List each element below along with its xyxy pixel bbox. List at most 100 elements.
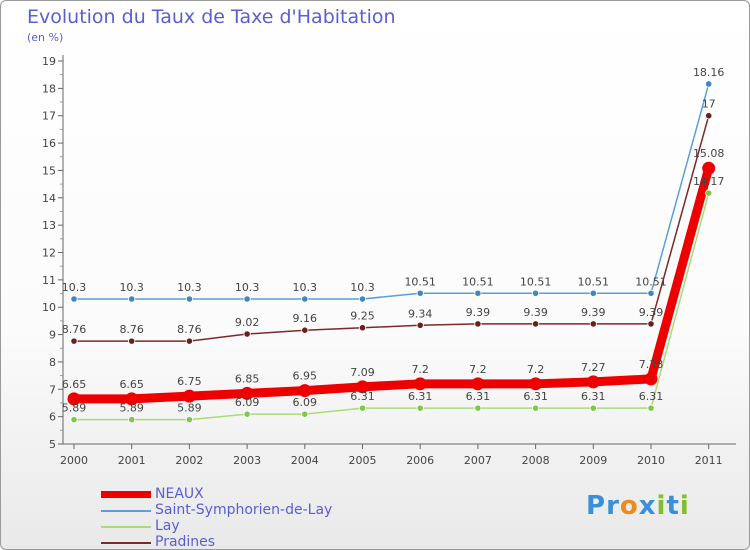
data-point-lay (589, 404, 597, 412)
data-label-neaux: 6.75 (177, 375, 202, 388)
data-point-neaux (413, 377, 427, 391)
data-point-pradines (589, 320, 597, 328)
logo-letter: x (638, 491, 657, 521)
data-point-saint-symphorien-de-lay (474, 289, 482, 297)
y-tick-label: 12 (42, 247, 56, 260)
data-label-saint-symphorien-de-lay: 10.51 (635, 275, 667, 288)
data-label-neaux: 7.2 (527, 363, 545, 376)
data-label-lay: 5.89 (62, 402, 87, 415)
series-line-saint-symphorien-de-lay (74, 83, 710, 300)
data-point-saint-symphorien-de-lay (185, 295, 193, 303)
data-label-pradines: 8.76 (119, 323, 144, 336)
data-point-lay (705, 189, 713, 197)
y-tick-label: 5 (49, 438, 56, 451)
data-label-saint-symphorien-de-lay: 10.51 (404, 275, 436, 288)
data-point-neaux (182, 389, 196, 403)
logo-letter: i (679, 491, 690, 521)
data-point-saint-symphorien-de-lay (416, 289, 424, 297)
data-point-saint-symphorien-de-lay (70, 295, 78, 303)
data-label-neaux: 6.95 (293, 370, 318, 383)
data-label-pradines: 9.39 (523, 306, 548, 319)
data-point-neaux (240, 386, 254, 400)
y-tick-label: 13 (42, 219, 56, 232)
data-point-saint-symphorien-de-lay (705, 80, 713, 88)
data-label-saint-symphorien-de-lay: 10.3 (177, 281, 202, 294)
legend-swatch-lay (101, 526, 151, 528)
data-label-pradines: 9.02 (235, 316, 260, 329)
data-point-saint-symphorien-de-lay (589, 289, 597, 297)
data-label-saint-symphorien-de-lay: 10.51 (578, 275, 610, 288)
data-label-pradines: 9.39 (639, 306, 664, 319)
data-label-neaux: 7.2 (469, 363, 487, 376)
data-label-neaux: 7.38 (639, 358, 664, 371)
data-label-neaux: 7.09 (350, 366, 375, 379)
x-tick-label: 2001 (118, 454, 146, 467)
data-label-saint-symphorien-de-lay: 10.3 (119, 281, 144, 294)
data-point-lay (70, 416, 78, 424)
legend-label-pradines: Pradines (155, 534, 216, 550)
legend-label-saint-symphorien: Saint-Symphorien-de-Lay (155, 502, 333, 518)
data-point-saint-symphorien-de-lay (128, 295, 136, 303)
data-point-pradines (358, 324, 367, 332)
x-tick-label: 2011 (695, 454, 723, 467)
data-point-pradines (474, 320, 482, 328)
data-point-lay (647, 404, 655, 412)
y-tick-label: 14 (42, 192, 56, 205)
logo-letter: o (619, 491, 639, 521)
logo-letter: t (666, 491, 680, 521)
x-tick-label: 2000 (60, 454, 88, 467)
data-point-saint-symphorien-de-lay (243, 295, 251, 303)
data-point-neaux (586, 375, 600, 389)
data-label-lay: 5.89 (177, 402, 202, 415)
y-tick-label: 18 (42, 82, 56, 95)
proxiti-logo: Proxiti (586, 491, 690, 521)
data-label-pradines: 9.16 (293, 312, 318, 325)
data-label-neaux: 6.65 (119, 378, 144, 391)
data-label-neaux: 7.27 (581, 361, 606, 374)
data-point-saint-symphorien-de-lay (531, 289, 540, 297)
y-tick-label: 10 (42, 301, 56, 314)
data-label-pradines: 8.76 (62, 323, 87, 336)
data-point-saint-symphorien-de-lay (647, 289, 655, 297)
x-tick-label: 2008 (522, 454, 550, 467)
y-tick-label: 8 (49, 356, 56, 369)
data-point-lay (243, 410, 251, 418)
data-label-pradines: 9.39 (581, 306, 606, 319)
x-tick-label: 2004 (291, 454, 319, 467)
logo-letter: i (656, 491, 667, 521)
data-point-lay (301, 410, 309, 418)
data-point-neaux (702, 161, 716, 175)
data-point-pradines (416, 321, 424, 329)
data-label-pradines: 9.25 (350, 310, 375, 323)
series-line-lay (74, 192, 710, 421)
data-point-neaux (67, 392, 81, 406)
data-point-lay (128, 416, 136, 424)
data-point-pradines (243, 330, 251, 338)
x-tick-label: 2002 (175, 454, 203, 467)
data-label-saint-symphorien-de-lay: 10.3 (235, 281, 260, 294)
legend-label-lay: Lay (155, 518, 180, 534)
x-tick-label: 2003 (233, 454, 261, 467)
data-label-pradines: 17 (702, 98, 716, 111)
data-label-lay: 6.31 (581, 390, 606, 403)
y-tick-label: 19 (42, 55, 56, 68)
x-tick-label: 2010 (637, 454, 665, 467)
data-point-pradines (70, 337, 78, 345)
y-tick-label: 11 (42, 274, 56, 287)
data-point-lay (358, 404, 367, 412)
data-point-neaux (471, 377, 485, 391)
data-label-lay: 6.09 (235, 396, 260, 409)
data-label-lay: 6.31 (639, 390, 664, 403)
data-label-lay: 14.17 (693, 175, 725, 188)
data-point-saint-symphorien-de-lay (301, 295, 309, 303)
data-label-saint-symphorien-de-lay: 10.51 (462, 275, 494, 288)
data-label-pradines: 8.76 (177, 323, 202, 336)
data-label-saint-symphorien-de-lay: 10.3 (62, 281, 87, 294)
y-tick-label: 16 (42, 137, 56, 150)
data-label-saint-symphorien-de-lay: 10.3 (293, 281, 318, 294)
y-tick-label: 17 (42, 110, 56, 123)
x-tick-label: 2007 (464, 454, 492, 467)
legend-label-neaux: NEAUX (155, 486, 204, 502)
